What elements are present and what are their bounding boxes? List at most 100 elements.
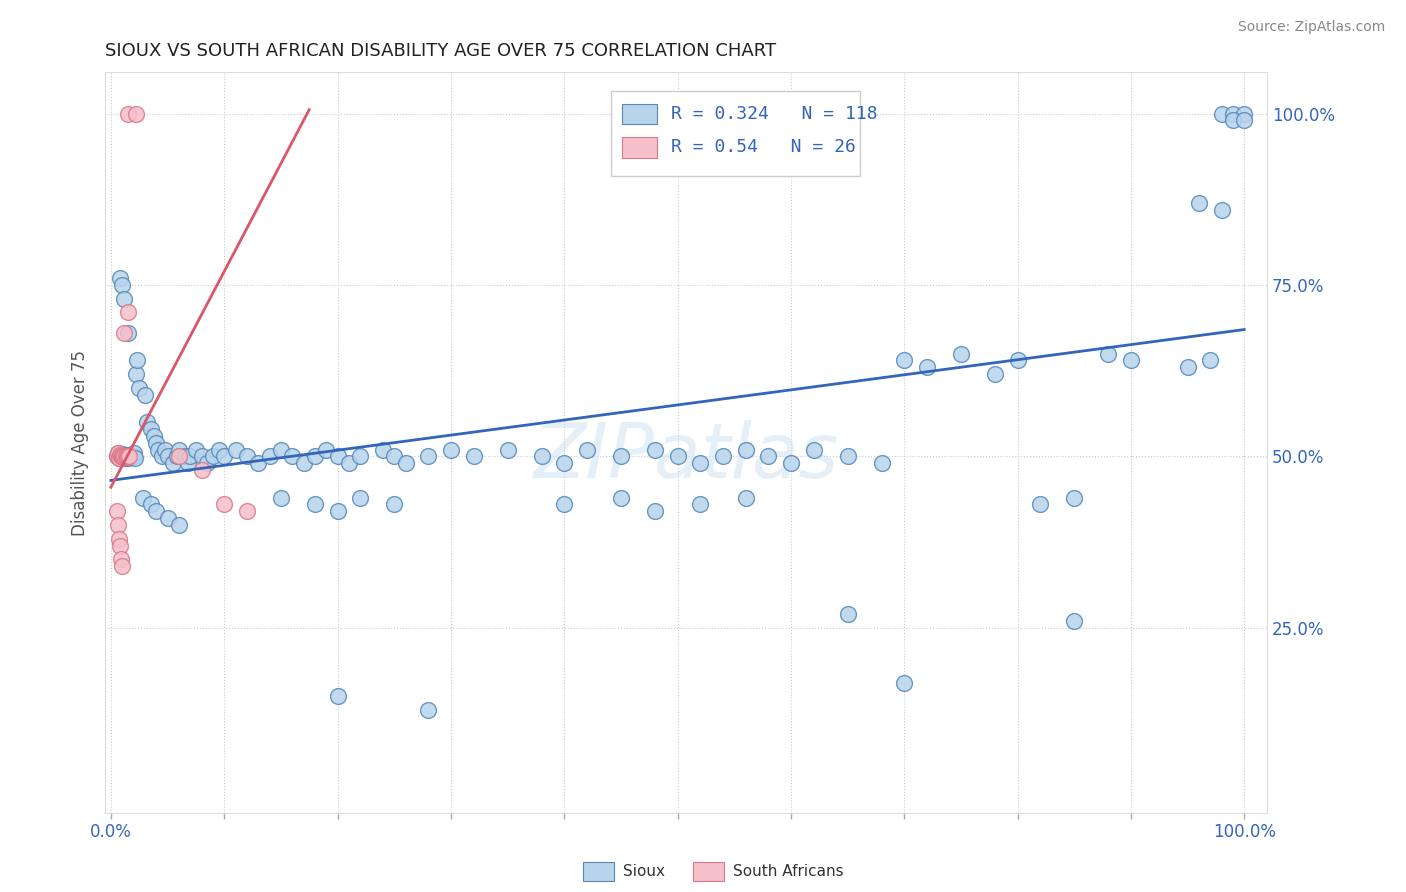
Point — [418, 450, 440, 464]
Point — [120, 450, 142, 464]
Point — [1007, 353, 1029, 368]
Point — [418, 703, 440, 717]
Point — [756, 450, 779, 464]
Point — [105, 450, 128, 464]
Point — [111, 447, 134, 461]
Point — [142, 429, 165, 443]
Point — [114, 326, 136, 340]
Point — [125, 106, 148, 120]
Point — [689, 497, 711, 511]
Point — [734, 442, 756, 457]
Point — [666, 450, 689, 464]
Y-axis label: Disability Age Over 75: Disability Age Over 75 — [72, 350, 89, 536]
Text: South Africans: South Africans — [733, 864, 844, 879]
Point — [120, 450, 142, 464]
Point — [122, 446, 145, 460]
Point — [112, 450, 135, 464]
Point — [128, 381, 150, 395]
Point — [270, 491, 292, 505]
Point — [304, 450, 326, 464]
Text: SIOUX VS SOUTH AFRICAN DISABILITY AGE OVER 75 CORRELATION CHART: SIOUX VS SOUTH AFRICAN DISABILITY AGE OV… — [105, 42, 776, 60]
Point — [118, 450, 141, 464]
Point — [711, 450, 734, 464]
Point — [114, 448, 136, 462]
Point — [114, 450, 136, 464]
Point — [201, 450, 224, 464]
Point — [247, 456, 270, 470]
Point — [553, 497, 575, 511]
Point — [117, 305, 139, 319]
Point — [110, 552, 132, 566]
Point — [394, 456, 416, 470]
Point — [610, 450, 633, 464]
Point — [553, 456, 575, 470]
Point — [107, 446, 129, 460]
Point — [173, 450, 195, 464]
Point — [780, 456, 803, 470]
Point — [120, 449, 142, 463]
Point — [117, 450, 139, 464]
Point — [259, 450, 281, 464]
Point — [125, 367, 148, 381]
Point — [281, 450, 304, 464]
Point — [326, 450, 349, 464]
Text: R = 0.324   N = 118: R = 0.324 N = 118 — [671, 105, 877, 123]
Point — [117, 450, 139, 465]
Point — [114, 450, 136, 464]
FancyBboxPatch shape — [623, 103, 657, 124]
Point — [108, 271, 131, 285]
Point — [837, 450, 859, 464]
Point — [139, 497, 162, 511]
Point — [115, 449, 138, 463]
Point — [1097, 346, 1119, 360]
Point — [1063, 614, 1085, 628]
Point — [575, 442, 598, 457]
Point — [118, 450, 141, 464]
Point — [108, 448, 131, 462]
Point — [114, 292, 136, 306]
Point — [118, 450, 141, 464]
Point — [1222, 106, 1244, 120]
Point — [108, 450, 131, 465]
Point — [1233, 106, 1256, 120]
Point — [108, 450, 131, 465]
Point — [139, 422, 162, 436]
FancyBboxPatch shape — [623, 136, 657, 158]
Point — [108, 539, 131, 553]
Point — [315, 442, 337, 457]
Point — [190, 463, 212, 477]
Point — [114, 449, 136, 463]
Point — [1233, 113, 1256, 128]
Point — [111, 559, 134, 574]
Point — [125, 353, 148, 368]
Point — [1199, 353, 1222, 368]
Point — [349, 491, 371, 505]
Point — [179, 450, 201, 464]
Point — [148, 442, 170, 457]
FancyBboxPatch shape — [610, 91, 860, 176]
Point — [190, 450, 212, 464]
Text: ZIPatlas: ZIPatlas — [533, 420, 839, 494]
Point — [145, 504, 167, 518]
Point — [111, 450, 134, 464]
Point — [893, 353, 915, 368]
Point — [326, 504, 349, 518]
Point — [124, 450, 146, 465]
Point — [440, 442, 463, 457]
Point — [177, 456, 200, 470]
Point — [212, 497, 235, 511]
Point — [644, 504, 666, 518]
Point — [112, 449, 135, 463]
Point — [530, 450, 553, 464]
Point — [1211, 202, 1233, 217]
Point — [117, 449, 139, 463]
Point — [107, 517, 129, 532]
Point — [105, 504, 128, 518]
Point — [644, 442, 666, 457]
Point — [156, 450, 179, 464]
Point — [122, 450, 145, 464]
Point — [150, 450, 173, 464]
Point — [349, 450, 371, 464]
Point — [1188, 195, 1211, 210]
Point — [496, 442, 519, 457]
